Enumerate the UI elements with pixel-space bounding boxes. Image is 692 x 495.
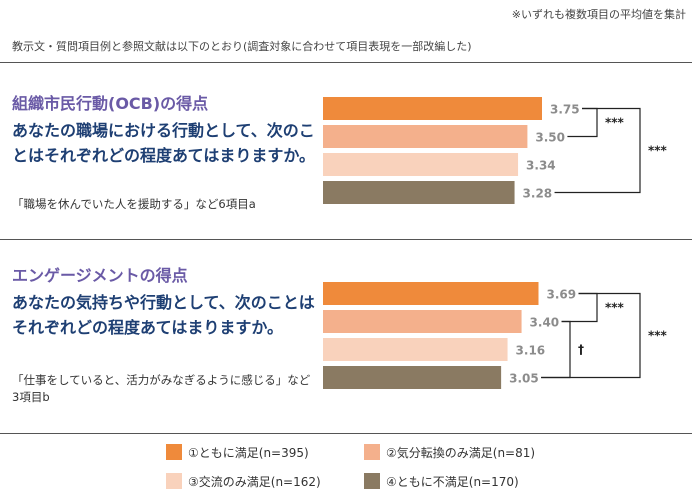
significance-bracket-2-2 [541,292,641,379]
engagement-section-title: エンゲージメントの得点 [12,266,188,285]
legend-label: ①ともに満足(n=395) [188,445,309,460]
bar-1-2 [323,125,528,148]
significance-label-2-3: † [578,343,584,357]
significance-label-1-2: *** [648,144,668,158]
footnote-average: ※いずれも複数項目の平均値を集計 [511,8,686,21]
bottom-divider [0,433,692,434]
value-label-1-4: 3.28 [523,187,553,201]
legend-swatch [364,473,380,489]
legend-swatch [166,473,182,489]
significance-label-1-1: *** [605,116,625,130]
ocb-example-items: 「職場を休んでいた人を援助する」など6項目a [12,197,256,211]
significance-bracket-1-2 [554,107,641,194]
middle-divider [0,239,692,240]
significance-label-2-1: *** [605,301,625,315]
top-divider [0,62,692,63]
ocb-section-title: 組織市民行動(OCB)の得点 [12,94,209,113]
legend-label: ④ともに不満足(n=170) [386,474,519,489]
legend-item-both-unsatisfied: ④ともに不満足(n=170) [364,472,519,490]
bar-2-3 [323,338,508,361]
engagement-example-items: 「仕事をしていると、活力がみなぎるように感じる」など3項目b [12,373,311,404]
ocb-question: あなたの職場における行動として、次のことはそれぞれどの程度あてはまりますか。 [12,121,316,165]
bar-2-4 [323,366,502,389]
value-label-1-1: 3.75 [550,103,580,117]
value-label-2-4: 3.05 [509,372,539,386]
legend-swatch [364,444,380,460]
value-label-1-3: 3.34 [526,159,556,173]
bar-2-2 [323,310,522,333]
engagement-question: あなたの気持ちや行動として、次のことはそれぞれどの程度あてはまりますか。 [12,293,315,337]
bar-1-1 [323,97,542,120]
significance-label-2-2: *** [648,329,668,343]
bar-2-1 [323,282,539,305]
value-label-2-2: 3.40 [530,316,560,330]
bar-1-3 [323,153,519,176]
intro-text: 教示文・質問項目例と参照文献は以下のとおり(調査対象に合わせて項目表現を一部改編… [12,40,472,53]
legend-swatch [166,444,182,460]
legend-item-both-satisfied: ①ともに満足(n=395) [166,443,309,461]
legend-item-interaction-only: ③交流のみ満足(n=162) [166,472,321,490]
legend-label: ②気分転換のみ満足(n=81) [386,445,536,460]
legend-label: ③交流のみ満足(n=162) [188,474,321,489]
bar-1-4 [323,181,515,204]
significance-bracket-2-3 [541,320,571,379]
value-label-2-3: 3.16 [516,344,546,358]
value-label-2-1: 3.69 [546,288,576,302]
value-label-1-2: 3.50 [535,131,565,145]
legend-item-refresh-only: ②気分転換のみ満足(n=81) [364,443,535,461]
